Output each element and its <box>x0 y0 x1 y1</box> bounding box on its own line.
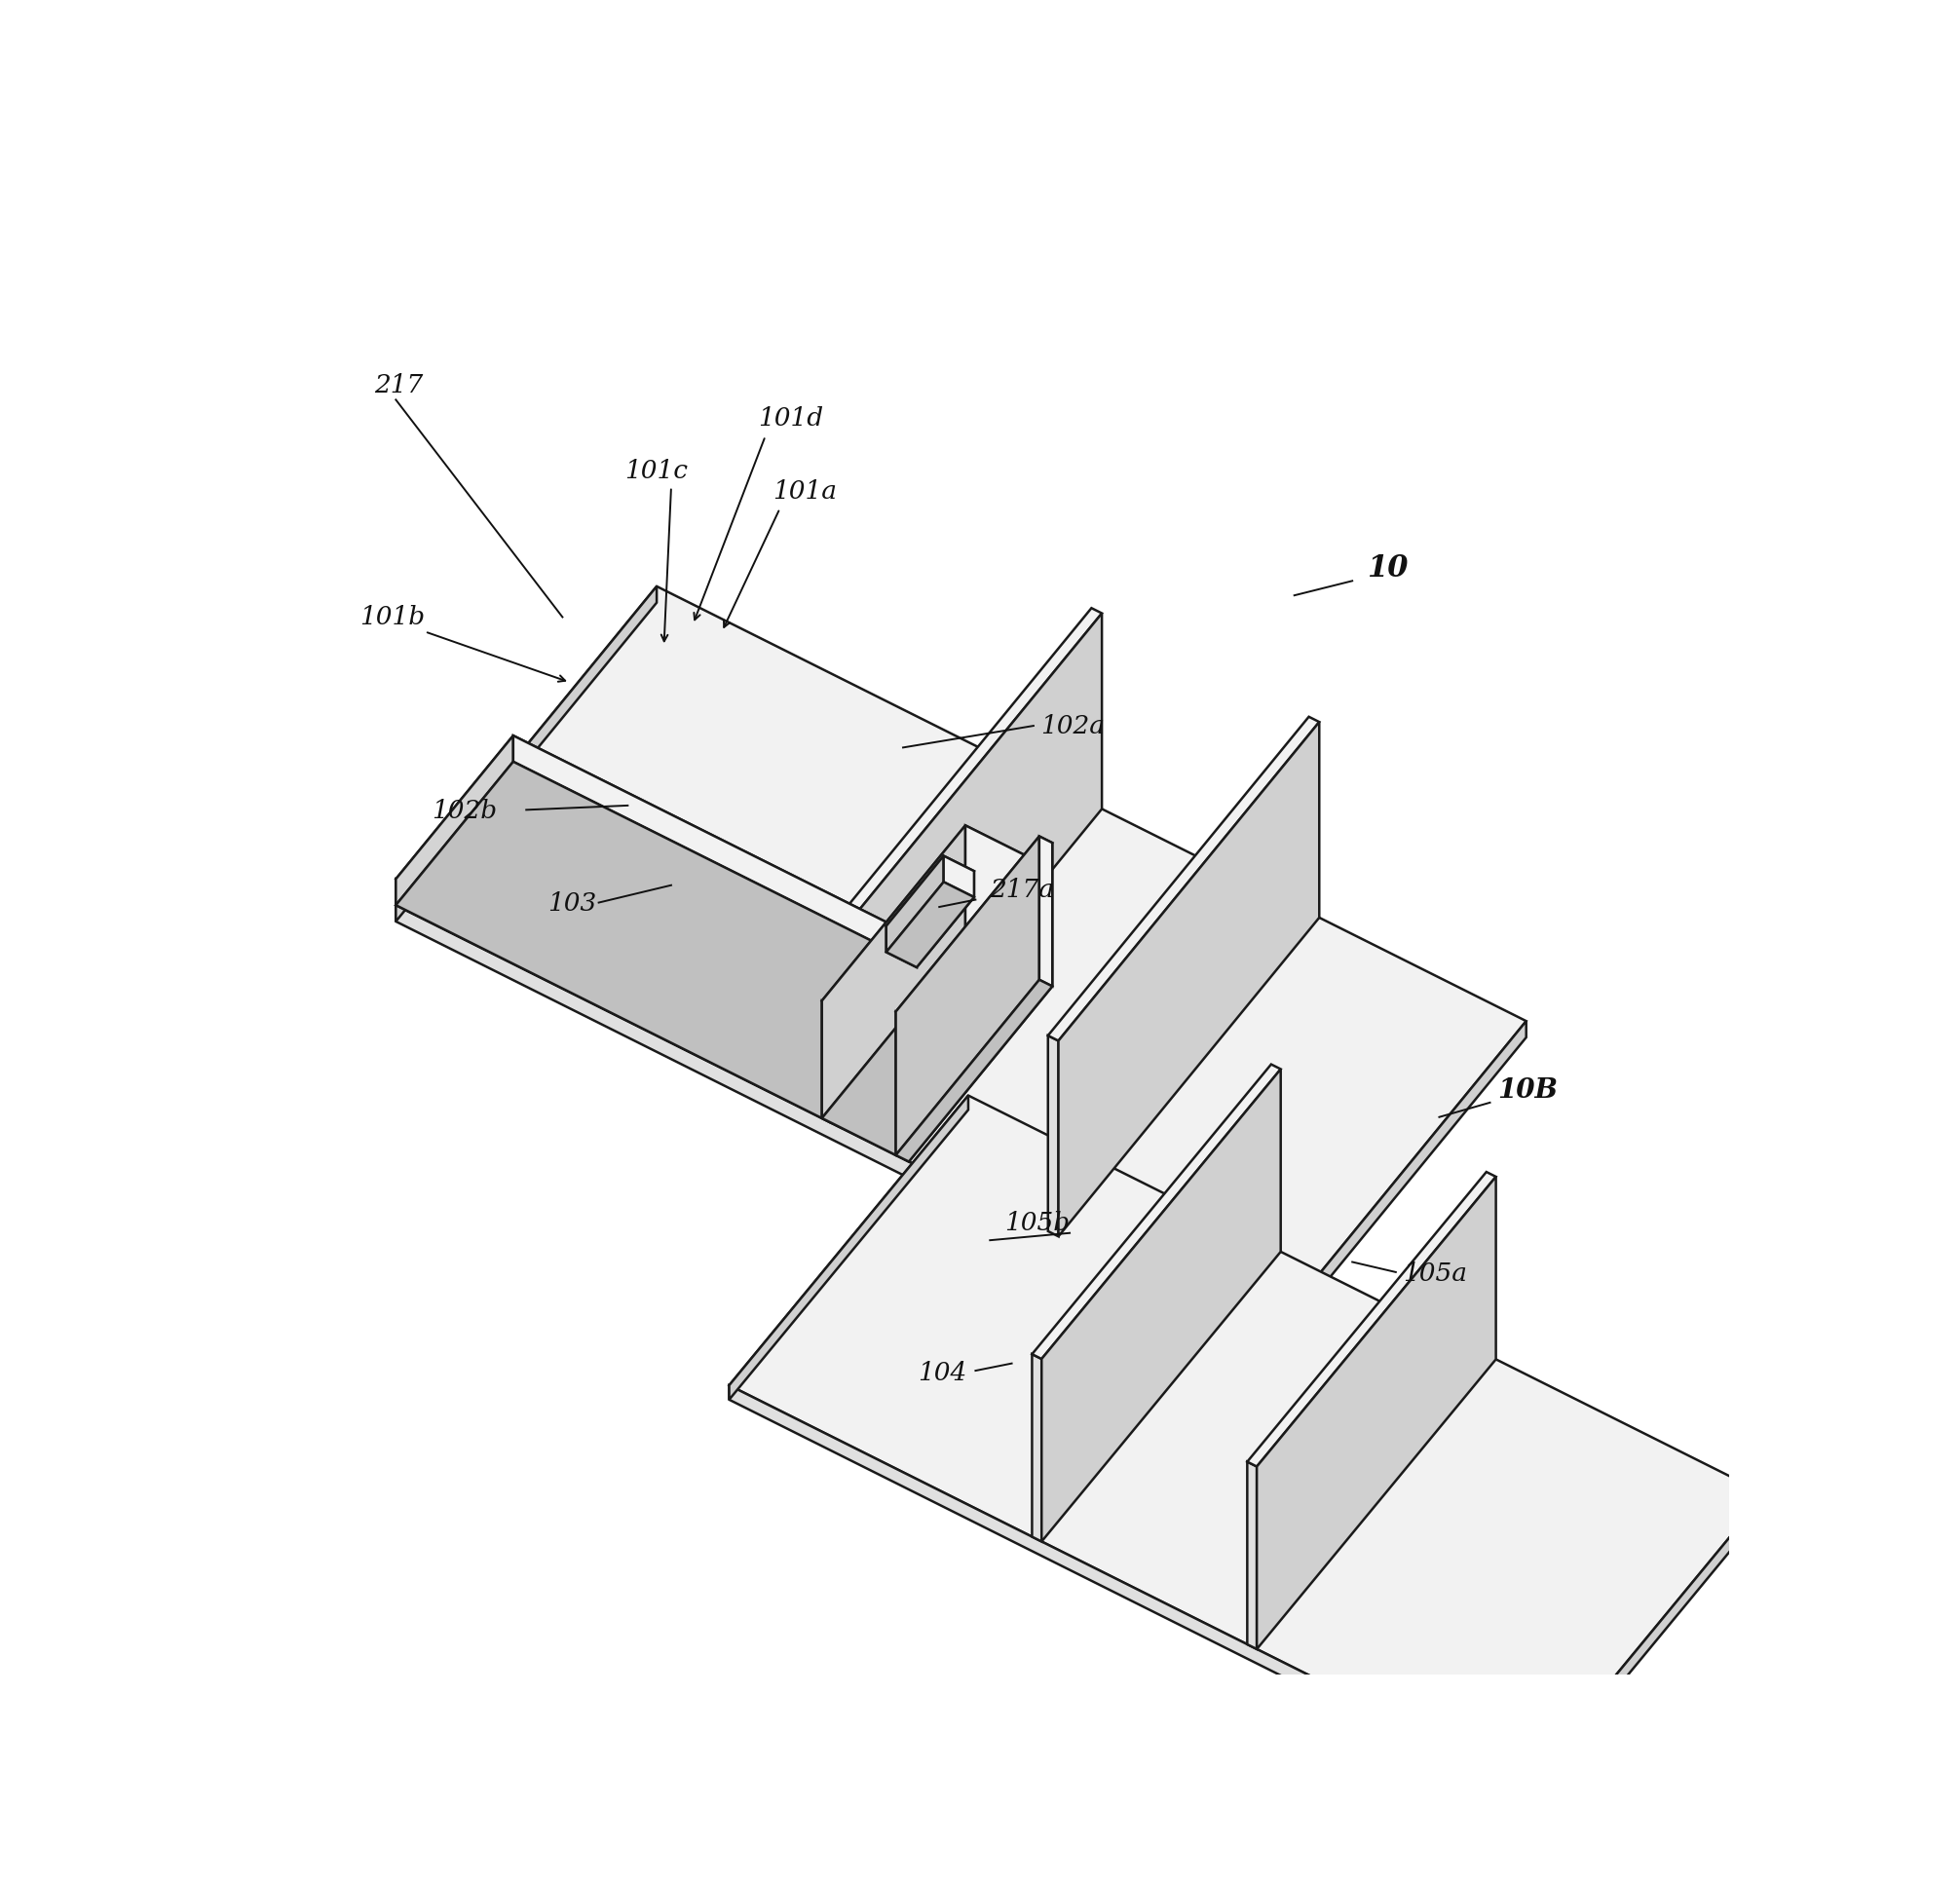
Polygon shape <box>886 883 974 967</box>
Polygon shape <box>1033 1065 1280 1359</box>
Polygon shape <box>1256 1176 1495 1649</box>
Text: 217a: 217a <box>990 877 1054 901</box>
Polygon shape <box>1033 1355 1041 1541</box>
Text: 101c: 101c <box>625 459 688 484</box>
Polygon shape <box>943 856 974 898</box>
Text: 101a: 101a <box>772 478 837 502</box>
Polygon shape <box>831 952 949 1122</box>
Polygon shape <box>1039 836 1053 986</box>
Text: 105a: 105a <box>1403 1261 1468 1285</box>
Polygon shape <box>896 836 1039 1156</box>
Polygon shape <box>729 1095 968 1400</box>
Text: 102b: 102b <box>431 800 498 824</box>
Polygon shape <box>396 587 657 922</box>
Polygon shape <box>821 826 1039 1037</box>
Text: 105b: 105b <box>1004 1210 1070 1235</box>
Polygon shape <box>831 926 841 1127</box>
Polygon shape <box>1527 1494 1766 1797</box>
Polygon shape <box>1049 717 1319 1041</box>
Polygon shape <box>821 943 1039 1156</box>
Polygon shape <box>729 1095 1766 1784</box>
Text: 217: 217 <box>374 373 423 397</box>
Text: 10B: 10B <box>1497 1078 1558 1105</box>
Polygon shape <box>1247 1462 1256 1649</box>
Polygon shape <box>514 736 949 979</box>
Polygon shape <box>1049 1035 1058 1236</box>
Polygon shape <box>896 981 1053 1161</box>
Polygon shape <box>1041 1069 1280 1541</box>
Polygon shape <box>896 836 1053 1018</box>
Polygon shape <box>396 736 949 1097</box>
Polygon shape <box>1266 1022 1527 1357</box>
Polygon shape <box>821 1001 896 1156</box>
Text: 10: 10 <box>1366 553 1407 583</box>
Polygon shape <box>396 736 514 905</box>
Polygon shape <box>821 826 966 1118</box>
Polygon shape <box>1058 723 1319 1236</box>
Polygon shape <box>1247 1172 1495 1466</box>
Text: 102a: 102a <box>1041 713 1105 738</box>
Text: 103: 103 <box>549 892 598 917</box>
Text: 101b: 101b <box>359 604 425 629</box>
Text: 101d: 101d <box>759 407 823 431</box>
Text: 104: 104 <box>917 1361 966 1385</box>
Polygon shape <box>729 1385 1527 1797</box>
Polygon shape <box>886 926 917 967</box>
Polygon shape <box>896 862 1039 1156</box>
Polygon shape <box>917 871 974 967</box>
Polygon shape <box>396 879 831 1122</box>
Polygon shape <box>909 843 1053 1161</box>
Polygon shape <box>831 608 1102 932</box>
Polygon shape <box>841 614 1102 1127</box>
Polygon shape <box>896 1013 909 1161</box>
Polygon shape <box>966 826 1039 981</box>
Polygon shape <box>396 762 949 1122</box>
Polygon shape <box>396 905 1266 1357</box>
Polygon shape <box>886 856 974 941</box>
Polygon shape <box>886 856 943 952</box>
Polygon shape <box>396 587 1527 1340</box>
